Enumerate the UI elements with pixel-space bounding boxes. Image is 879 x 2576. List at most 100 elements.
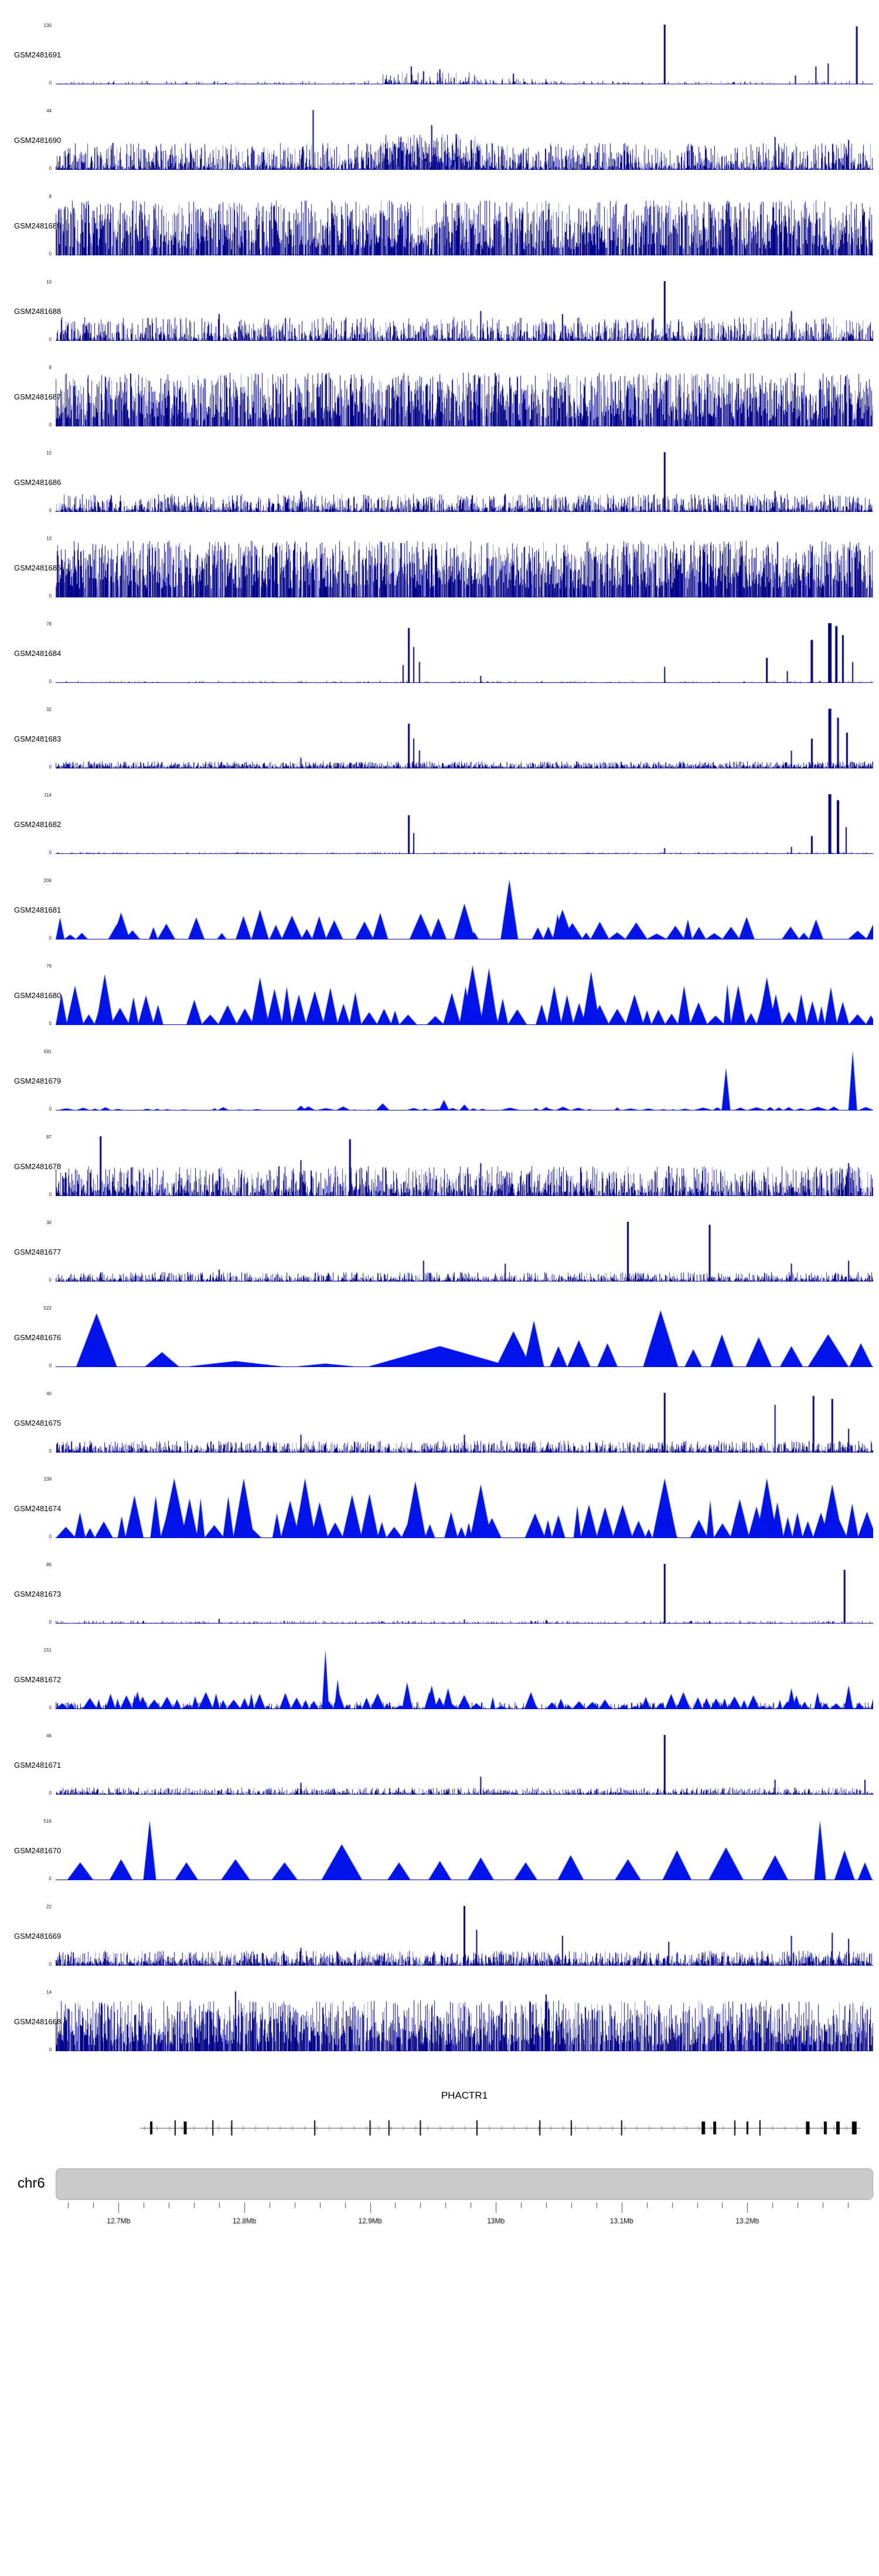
track-ymax-label: 522 — [43, 1306, 52, 1311]
track-ymax-label: 206 — [43, 878, 52, 883]
track-row: GSM2481678 87 0 — [0, 1122, 879, 1208]
track-label: GSM2481690 — [14, 136, 62, 145]
track-label: GSM2481680 — [14, 991, 62, 1000]
track-ymax-label: 46 — [46, 1733, 52, 1738]
track-yzero-label: 0 — [49, 850, 52, 855]
track-ymax-label: 8 — [49, 365, 52, 370]
track-row: GSM2481681 206 0 — [0, 866, 879, 951]
chromosome-track: chr6 — [0, 2168, 879, 2201]
track-row: GSM2481684 78 0 — [0, 609, 879, 695]
track-signal-canvas — [56, 1222, 873, 1282]
track-yzero-label: 0 — [49, 422, 52, 428]
track-row: GSM2481685 13 0 — [0, 524, 879, 609]
track-label: GSM2481674 — [14, 1504, 62, 1513]
track-label: GSM2481687 — [14, 392, 62, 401]
track-label: GSM2481668 — [14, 2017, 62, 2026]
track-signal-canvas — [56, 1307, 873, 1367]
track-row: GSM2481677 30 0 — [0, 1208, 879, 1293]
track-yzero-label: 0 — [49, 1277, 52, 1283]
gene-model — [56, 2105, 873, 2146]
track-yzero-label: 0 — [49, 1876, 52, 1881]
track-yzero-label: 0 — [49, 1791, 52, 1796]
track-row: GSM2481673 86 0 — [0, 1550, 879, 1635]
track-signal-canvas — [56, 367, 873, 426]
track-yzero-label: 0 — [49, 1962, 52, 1967]
track-ymax-label: 32 — [46, 707, 52, 712]
track-signal-canvas — [56, 709, 873, 768]
track-yzero-label: 0 — [49, 1705, 52, 1710]
track-signal-canvas — [56, 281, 873, 341]
track-yzero-label: 0 — [49, 508, 52, 513]
track-ymax-label: 239 — [43, 1477, 52, 1482]
track-signal-canvas — [56, 880, 873, 939]
track-label: GSM2481682 — [14, 820, 62, 829]
track-label: GSM2481679 — [14, 1077, 62, 1085]
track-label: GSM2481670 — [14, 1846, 62, 1855]
track-label: GSM2481681 — [14, 906, 62, 914]
track-row: GSM2481683 32 0 — [0, 695, 879, 780]
track-label: GSM2481675 — [14, 1419, 62, 1427]
track-label: GSM2481691 — [14, 50, 62, 59]
track-yzero-label: 0 — [49, 1192, 52, 1197]
track-row: GSM2481679 591 0 — [0, 1037, 879, 1122]
track-row: GSM2481670 516 0 — [0, 1806, 879, 1892]
track-ymax-label: 8 — [49, 194, 52, 199]
track-signal-canvas — [56, 1564, 873, 1624]
track-yzero-label: 0 — [49, 166, 52, 171]
track-yzero-label: 0 — [49, 1534, 52, 1539]
track-signal-canvas — [56, 1649, 873, 1709]
track-signal-canvas — [56, 1735, 873, 1795]
track-signal-canvas — [56, 196, 873, 255]
track-signal-canvas — [56, 1991, 873, 2051]
track-row: GSM2481676 522 0 — [0, 1293, 879, 1379]
track-signal-canvas — [56, 538, 873, 597]
track-ymax-label: 22 — [46, 1904, 52, 1909]
track-ymax-label: 86 — [46, 1562, 52, 1567]
track-label: GSM2481678 — [14, 1162, 62, 1171]
track-ymax-label: 14 — [46, 1990, 52, 1995]
track-label: GSM2481669 — [14, 1932, 62, 1940]
track-row: GSM2481680 79 0 — [0, 951, 879, 1037]
track-yzero-label: 0 — [49, 1448, 52, 1454]
genome-browser-page: { "chart_data": { "type": "area", "title… — [0, 11, 879, 2576]
track-ymax-label: 79 — [46, 964, 52, 969]
track-ymax-label: 516 — [43, 1819, 52, 1824]
track-label: GSM2481677 — [14, 1248, 62, 1256]
track-label: GSM2481686 — [14, 478, 62, 487]
track-row: GSM2481686 10 0 — [0, 438, 879, 524]
track-row: GSM2481687 8 0 — [0, 353, 879, 438]
track-row: GSM2481689 8 0 — [0, 182, 879, 267]
track-label: GSM2481689 — [14, 221, 62, 230]
track-row: GSM2481674 239 0 — [0, 1464, 879, 1550]
track-row: GSM2481668 14 0 — [0, 1977, 879, 2063]
track-yzero-label: 0 — [49, 251, 52, 257]
track-yzero-label: 0 — [49, 764, 52, 770]
track-yzero-label: 0 — [49, 935, 52, 941]
track-row: GSM2481682 114 0 — [0, 780, 879, 866]
track-ymax-label: 10 — [46, 450, 52, 456]
track-yzero-label: 0 — [49, 80, 52, 86]
track-label: GSM2481676 — [14, 1333, 62, 1342]
track-signal-canvas — [56, 1820, 873, 1880]
track-ymax-label: 78 — [46, 621, 52, 627]
track-signal-canvas — [56, 1393, 873, 1453]
track-signal-canvas — [56, 794, 873, 854]
track-label: GSM2481671 — [14, 1761, 62, 1769]
track-ymax-label: 114 — [44, 792, 52, 798]
track-label: GSM2481683 — [14, 734, 62, 743]
track-ymax-label: 44 — [46, 108, 52, 114]
track-row: GSM2481690 44 0 — [0, 96, 879, 182]
track-row: GSM2481675 40 0 — [0, 1379, 879, 1464]
track-row: GSM2481671 46 0 — [0, 1721, 879, 1806]
track-yzero-label: 0 — [49, 1363, 52, 1368]
gene-track: PHACTR1 — [0, 2090, 879, 2154]
track-ymax-label: 40 — [46, 1391, 52, 1396]
track-signal-canvas — [56, 965, 873, 1025]
track-signal-canvas — [56, 1478, 873, 1538]
track-row: GSM2481669 22 0 — [0, 1892, 879, 1977]
track-ymax-label: 13 — [46, 536, 52, 541]
track-label: GSM2481685 — [14, 563, 62, 572]
track-label: GSM2481673 — [14, 1590, 62, 1598]
track-ymax-label: 151 — [43, 1648, 52, 1653]
track-signal-canvas — [56, 623, 873, 683]
